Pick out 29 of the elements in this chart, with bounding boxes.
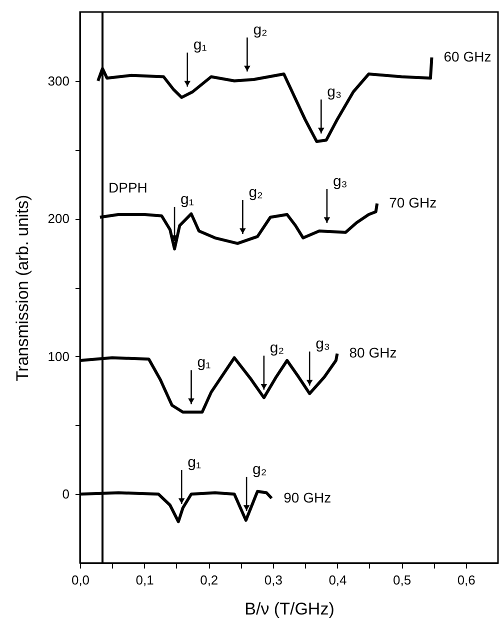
series-label: 70 GHz [389,194,437,210]
series-label: 60 GHz [444,48,492,64]
annotation: g₃ [327,83,342,100]
annotation: g₂ [252,460,267,478]
annotation: g₃ [316,336,330,353]
y-tick-label: 200 [48,211,70,226]
annotation: g₂ [253,21,268,38]
x-tick-label: 0,2 [200,572,218,588]
series-label: 90 GHz [284,489,332,506]
y-tick-label: 300 [48,73,70,88]
x-tick-label: 0,3 [264,572,282,588]
y-tick-label: 0 [62,486,70,502]
annotation: g₁ [188,454,202,472]
annotation: g₃ [332,173,348,190]
y-axis-title: Transmission (arb. units) [12,194,32,382]
y-tick-label: 100 [48,348,70,364]
annotation: g₂ [248,184,264,202]
annotation: g₁ [197,354,211,372]
annotation: g₁ [193,36,207,54]
annotation: g₁ [180,190,194,208]
x-axis-title: B/ν (T/GHz) [244,600,334,618]
annotation: g₂ [270,340,284,357]
x-tick-label: 0,4 [328,572,347,588]
series-label: 80 GHz [349,344,397,361]
x-tick-label: 0,1 [136,572,154,588]
ref-line-label: DPPH [108,179,148,196]
x-tick-label: 0,0 [71,572,90,588]
x-tick-label: 0,5 [393,572,412,588]
x-tick-label: 0,6 [457,572,476,588]
